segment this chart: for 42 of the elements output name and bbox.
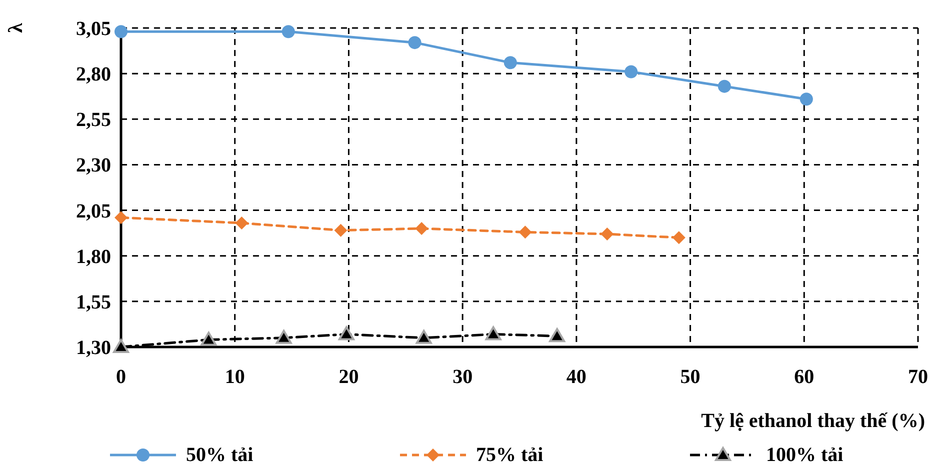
point <box>113 339 129 353</box>
y-tick-label: 3,05 <box>76 18 111 40</box>
point <box>114 25 128 38</box>
point <box>624 65 638 78</box>
x-tick-label: 30 <box>452 366 473 388</box>
y-tick-label: 2,55 <box>76 109 111 132</box>
legend-label: 75% tải <box>476 444 544 466</box>
y-axis-title: λ <box>5 22 27 33</box>
x-axis-title: Tỷ lệ ethanol thay thế (%) <box>701 410 925 432</box>
point <box>504 56 517 70</box>
x-tick-label: 20 <box>338 366 359 388</box>
point <box>800 92 813 106</box>
y-tick-label: 1,30 <box>76 337 111 359</box>
y-tick-label: 2,05 <box>76 200 111 222</box>
point <box>282 25 295 38</box>
x-tick-label: 40 <box>566 366 586 388</box>
point <box>416 330 432 344</box>
x-tick-label: 50 <box>680 366 700 388</box>
y-tick-label: 1,55 <box>76 291 111 314</box>
point <box>200 332 217 346</box>
legend-label: 50% tải <box>186 444 254 466</box>
point <box>485 326 502 340</box>
point <box>235 216 248 230</box>
point <box>408 36 422 50</box>
point <box>672 231 686 244</box>
point <box>114 211 128 224</box>
x-tick-label: 10 <box>224 366 245 388</box>
y-tick-label: 1,80 <box>76 246 111 268</box>
point <box>415 222 428 236</box>
point <box>518 226 532 239</box>
x-tick-label: 0 <box>116 366 126 388</box>
x-tick-label: 70 <box>908 366 928 388</box>
x-tick-label: 60 <box>794 366 814 388</box>
y-tick-label: 2,30 <box>76 154 111 177</box>
point <box>600 227 614 240</box>
point <box>338 326 354 340</box>
point <box>718 80 731 93</box>
legend-label: 100% tải <box>766 444 844 466</box>
point <box>549 328 566 342</box>
point <box>334 224 348 237</box>
point <box>276 330 292 344</box>
y-tick-label: 2,80 <box>76 64 111 86</box>
